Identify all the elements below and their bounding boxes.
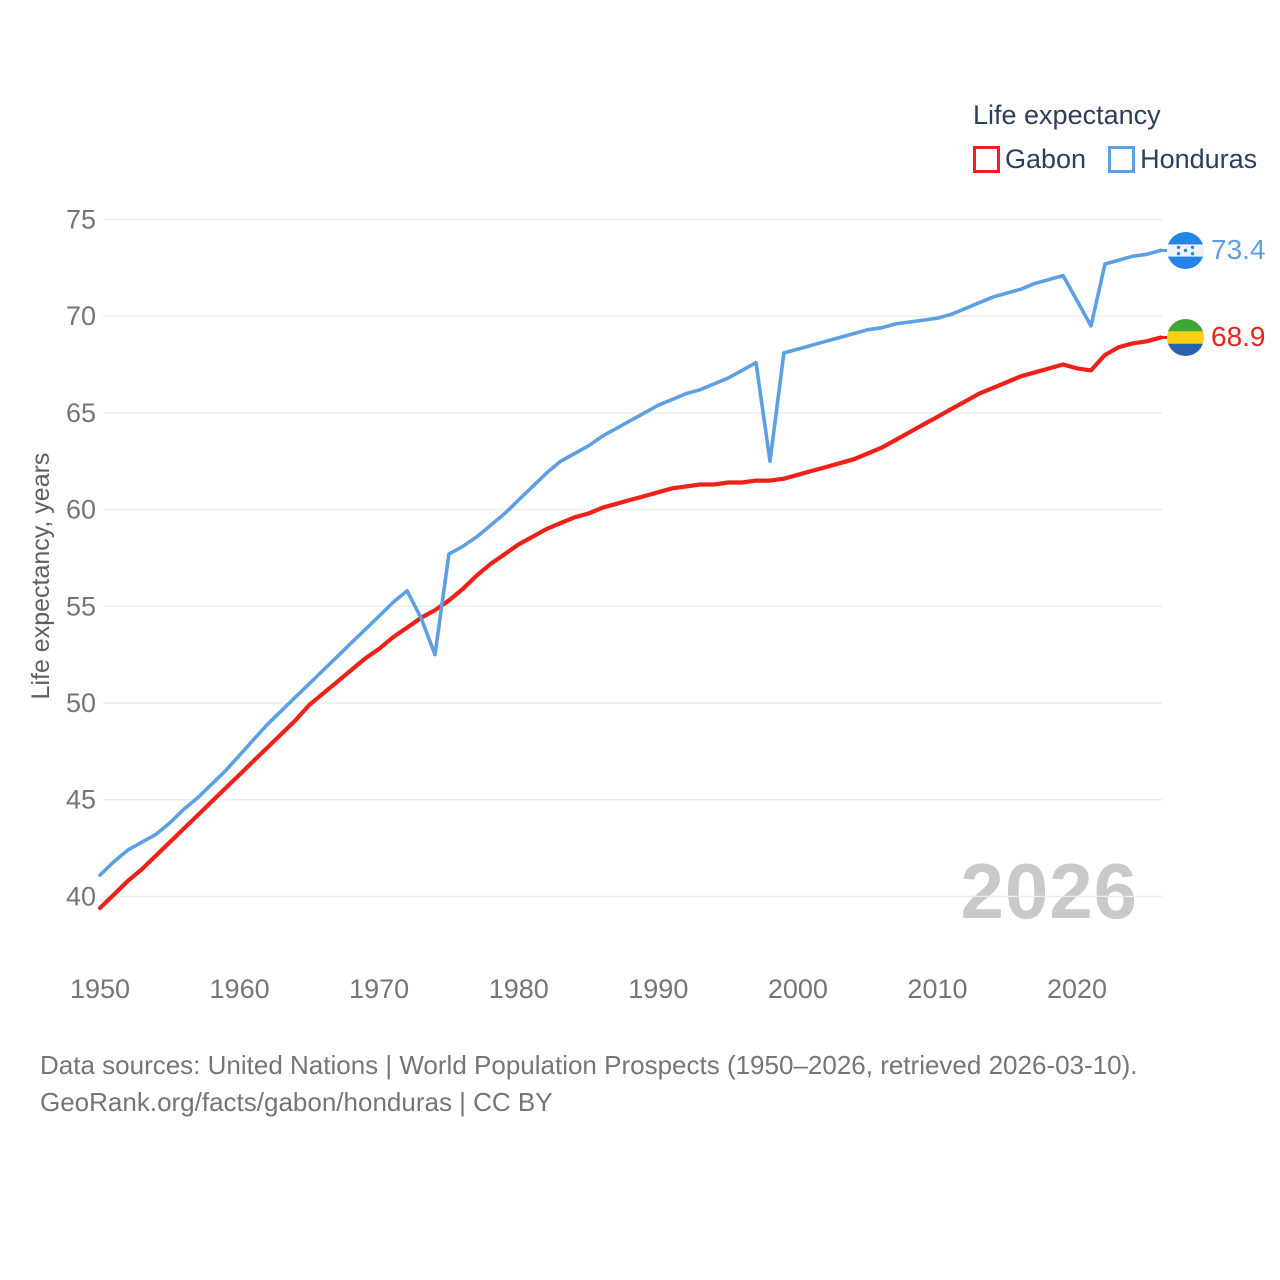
x-tick-label: 1980 xyxy=(489,974,549,1004)
y-tick-label: 50 xyxy=(66,688,96,718)
footer-line-2: GeoRank.org/facts/gabon/honduras | CC BY xyxy=(40,1087,553,1117)
legend-item-gabon[interactable]: Gabon xyxy=(973,144,1086,175)
end-value-gabon: 68.9 xyxy=(1211,321,1266,353)
gabon-swatch-icon xyxy=(973,146,1000,173)
legend-item-honduras[interactable]: Honduras xyxy=(1108,144,1257,175)
x-tick-label: 1970 xyxy=(349,974,409,1004)
x-tick-label: 1990 xyxy=(628,974,688,1004)
y-tick-label: 65 xyxy=(66,398,96,428)
x-tick-label: 1960 xyxy=(210,974,270,1004)
y-axis-title: Life expectancy, years xyxy=(27,452,55,700)
y-tick-label: 40 xyxy=(66,881,96,911)
end-value-honduras: 73.4 xyxy=(1211,234,1266,266)
series-line-gabon[interactable] xyxy=(97,335,1163,911)
y-tick-label: 70 xyxy=(66,301,96,331)
footer: Data sources: United Nations | World Pop… xyxy=(40,1047,1240,1121)
legend: Life expectancy Gabon Honduras xyxy=(973,100,1257,175)
x-tick-label: 2010 xyxy=(907,974,967,1004)
series-line-honduras[interactable] xyxy=(98,248,1163,877)
y-tick-label: 55 xyxy=(66,591,96,621)
footer-line-1: Data sources: United Nations | World Pop… xyxy=(40,1050,1138,1080)
end-label-gabon: 68.9 xyxy=(1167,318,1266,356)
y-tick-label: 60 xyxy=(66,495,96,525)
watermark-year: 2026 xyxy=(960,847,1138,935)
honduras-flag-icon xyxy=(1167,231,1204,269)
gabon-flag-icon xyxy=(1167,318,1204,356)
x-tick-label: 2020 xyxy=(1047,974,1107,1004)
x-tick-label: 2000 xyxy=(768,974,828,1004)
y-tick-label: 75 xyxy=(66,205,96,235)
plot-svg: 40 45 50 55 60 65 70 75 1950 1960 1970 1980 1990 2000… xyxy=(66,205,1170,1004)
honduras-swatch-icon xyxy=(1108,146,1136,173)
end-label-honduras: 73.4 xyxy=(1167,231,1266,269)
legend-label-honduras: Honduras xyxy=(1140,144,1258,174)
legend-title: Life expectancy xyxy=(973,100,1161,130)
legend-label-gabon: Gabon xyxy=(1005,144,1087,174)
y-tick-label: 45 xyxy=(66,785,96,815)
legend-row: Gabon Honduras xyxy=(973,144,1257,175)
x-tick-label: 1950 xyxy=(70,974,130,1004)
